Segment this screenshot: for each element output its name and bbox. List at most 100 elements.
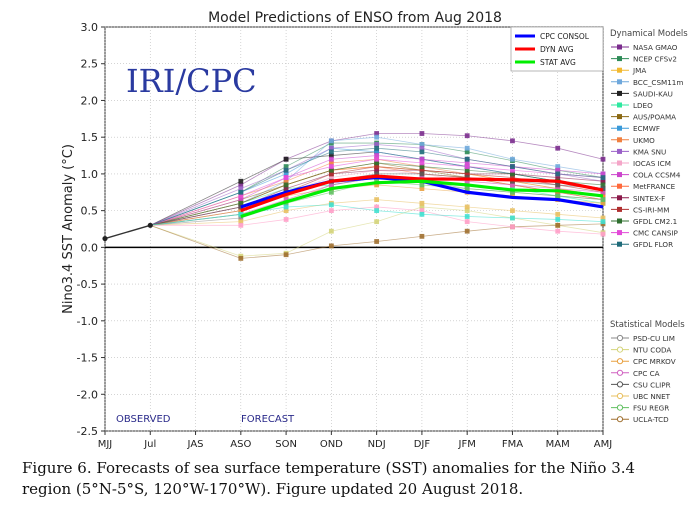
- model-point: [283, 167, 289, 173]
- legend-marker: [616, 404, 624, 411]
- model-point: [464, 164, 470, 169]
- model-point: [464, 149, 470, 155]
- x-tick-label: MJJ: [98, 439, 113, 450]
- legend-label: UKMO: [633, 136, 655, 145]
- iri-cpc-watermark: IRI/CPC: [126, 62, 257, 100]
- legend-marker: [616, 416, 624, 423]
- model-point: [510, 208, 515, 214]
- model-series-line: [150, 155, 604, 226]
- model-point: [419, 233, 425, 239]
- plot-area: [104, 26, 604, 432]
- model-point: [283, 178, 289, 184]
- legend-marker: [617, 125, 622, 131]
- dynamical-legend-items: NASA GMAO NCEP CFSv2 JMA BCC_CSM11m SAUDI-KA…: [611, 43, 683, 249]
- model-point: [238, 197, 244, 203]
- model-point: [600, 178, 606, 184]
- model-point: [374, 167, 380, 173]
- y-tick-label: 1.5: [81, 131, 99, 144]
- model-point: [419, 182, 425, 188]
- y-tick-label: -2.5: [77, 425, 98, 438]
- y-tick-label: -2.0: [77, 388, 98, 401]
- model-series-line: [150, 133, 604, 226]
- model-point: [283, 217, 289, 222]
- legend-marker: [617, 206, 622, 212]
- model-point: [419, 149, 425, 155]
- legend-label: FSU REGR: [633, 404, 669, 413]
- summary-legend-items: CPC CONSOL DYN AVG STAT AVG: [515, 32, 590, 67]
- model-point: [600, 197, 606, 203]
- legend-label: CS-IRI-MM: [633, 205, 669, 214]
- summary-series: [240, 174, 604, 219]
- legend-label: LDEO: [633, 101, 653, 110]
- x-tick-label: DJF: [414, 439, 431, 450]
- legend-label: UBC NNET: [633, 392, 671, 401]
- model-point: [238, 215, 244, 221]
- model-point: [328, 202, 334, 208]
- y-tick-label: 2.5: [81, 58, 99, 71]
- model-point: [510, 182, 515, 188]
- model-point: [238, 200, 244, 206]
- grid-lines: [104, 26, 604, 432]
- observed-line: [104, 224, 151, 240]
- legend-marker: [616, 381, 624, 388]
- y-tick-label: -0.5: [77, 278, 98, 291]
- x-axis-ticks: MJJ Jul JAS ASO SON OND NDJ DJF JFM FMA MAM AMJ: [98, 431, 612, 450]
- legend-marker: [617, 148, 622, 154]
- legend-marker: [617, 160, 622, 166]
- model-series-line: [150, 169, 604, 226]
- observed-point: [102, 235, 108, 242]
- legend-marker: [617, 90, 622, 96]
- model-point: [464, 133, 470, 139]
- legend-marker: [617, 56, 622, 62]
- model-point: [464, 171, 470, 177]
- legend-marker: [617, 195, 622, 201]
- model-point: [600, 171, 606, 177]
- legend-label: CPC CONSOL: [540, 32, 590, 41]
- model-point: [328, 156, 334, 162]
- x-tick-label: OND: [320, 439, 343, 450]
- summary-legend: CPC CONSOL DYN AVG STAT AVG: [510, 26, 604, 72]
- model-point: [555, 211, 561, 217]
- model-point: [328, 164, 334, 169]
- legend-marker: [617, 79, 622, 85]
- x-tick-label: Jul: [143, 439, 156, 450]
- legend-label: UCLA-TCD: [633, 415, 669, 424]
- model-point: [555, 186, 561, 191]
- y-axis-label: Nino3.4 SST Anomaly (°C): [61, 144, 76, 314]
- statistical-legend-title: Statistical Models: [610, 320, 685, 330]
- model-point: [374, 145, 380, 151]
- y-tick-label: 3.0: [81, 21, 99, 34]
- model-point: [600, 182, 606, 188]
- x-tick-label: JFM: [458, 439, 476, 450]
- model-point: [419, 142, 425, 147]
- model-point: [555, 171, 561, 177]
- model-point: [328, 175, 334, 180]
- legend-label: CMC CANSIP: [633, 229, 679, 238]
- model-point: [600, 200, 606, 206]
- model-point: [374, 160, 380, 166]
- model-point: [283, 208, 289, 214]
- model-series-line: [150, 206, 604, 235]
- model-point: [419, 211, 425, 217]
- model-point: [510, 138, 515, 144]
- legend-label: NASA GMAO: [633, 43, 678, 52]
- statistical-legend-items: PSD-CU LIM NTU CODA CPC MRKOV CPC CA CSU CLI…: [611, 334, 676, 424]
- model-point: [374, 239, 380, 244]
- model-point: [419, 204, 425, 210]
- y-tick-label: 0.5: [81, 205, 99, 218]
- model-point: [374, 142, 380, 147]
- model-point: [419, 156, 425, 162]
- model-point: [328, 145, 334, 151]
- model-point: [238, 211, 244, 217]
- legend-label: STAT AVG: [540, 58, 576, 67]
- model-series-line: [150, 199, 604, 226]
- x-tick-label: FMA: [502, 439, 523, 450]
- legend-marker: [616, 358, 624, 365]
- model-point: [328, 228, 334, 234]
- model-point: [328, 171, 334, 177]
- model-series-line: [150, 206, 604, 257]
- model-point: [600, 156, 606, 162]
- model-point: [238, 189, 244, 195]
- model-point: [600, 193, 606, 199]
- model-point: [464, 156, 470, 162]
